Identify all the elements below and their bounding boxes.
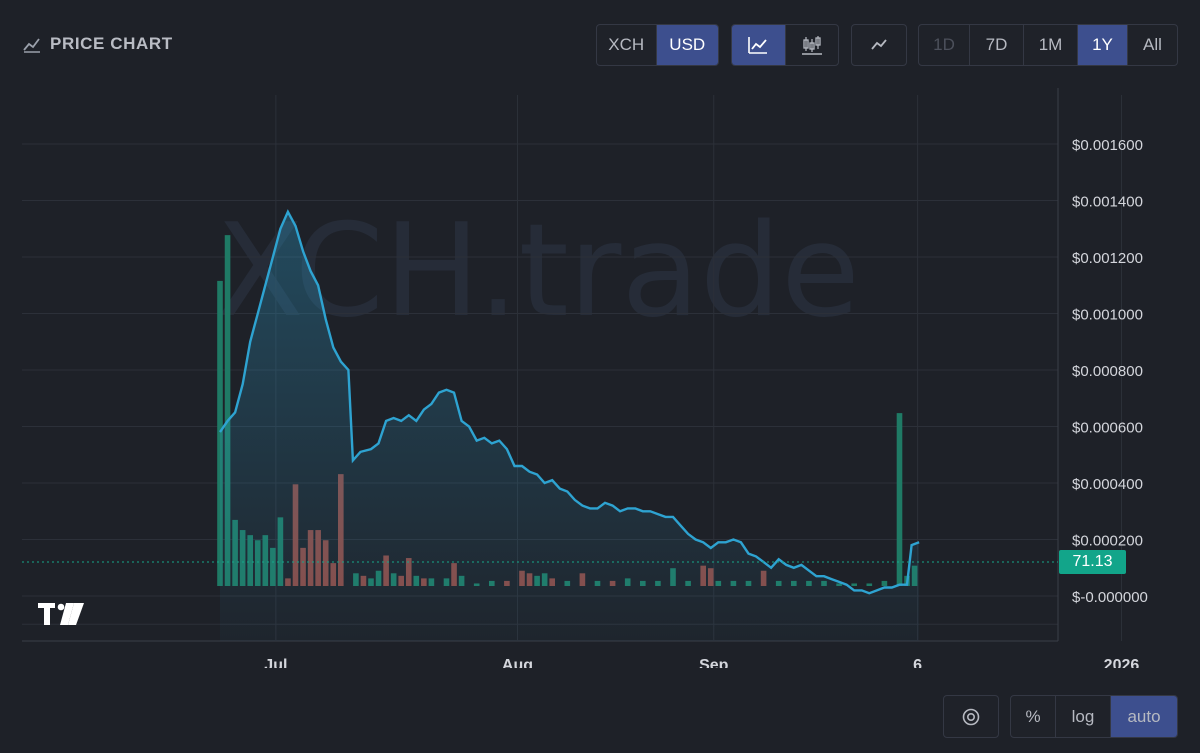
y-axis-labels: $0.001600 $0.001400 $0.001200 $0.001000 $0.0…	[1072, 137, 1148, 606]
scale-auto-button[interactable]: auto	[1111, 696, 1177, 737]
price-line	[219, 209, 920, 595]
volume-bar	[896, 413, 903, 586]
header: PRICE CHART XCH USD	[0, 0, 1200, 88]
volume-bar	[866, 583, 873, 586]
target-button[interactable]	[944, 696, 998, 737]
target-icon	[962, 708, 980, 725]
y-tick-label: $0.000200	[1072, 533, 1143, 550]
y-tick-label: $0.001000	[1072, 307, 1143, 324]
trend-line-icon	[871, 39, 887, 50]
target-group	[943, 695, 999, 738]
volume-bar	[851, 583, 857, 586]
chart-title: PRICE CHART	[22, 34, 173, 54]
line-chart-button[interactable]	[732, 25, 786, 65]
x-tick-label: Aug	[502, 657, 533, 668]
line-chart-icon	[748, 37, 768, 54]
y-tick-label: $0.001200	[1072, 250, 1143, 267]
y-tick-label: $0.000800	[1072, 363, 1143, 380]
x-axis-labels: Jul Aug Sep 6 2026	[264, 657, 1139, 668]
x-tick-label: 6	[913, 657, 922, 668]
price-area-fill	[220, 211, 920, 642]
scale-log-button[interactable]: log	[1056, 696, 1111, 737]
current-value-tag: 71.13	[1059, 550, 1126, 574]
y-tick-label: $0.001600	[1072, 137, 1143, 154]
x-tick-label: 2026	[1104, 657, 1140, 668]
x-tick-label: Jul	[264, 657, 287, 668]
x-tick-label: Sep	[699, 657, 729, 668]
range-1y-button[interactable]: 1Y	[1078, 25, 1128, 65]
chart-trend-icon	[23, 38, 40, 53]
indicator-button[interactable]	[852, 25, 906, 65]
scale-percent-button[interactable]: %	[1011, 696, 1056, 737]
chart-type-toggle	[731, 24, 839, 66]
currency-usd-button[interactable]: USD	[656, 25, 718, 65]
range-7d-button[interactable]: 7D	[970, 25, 1024, 65]
y-tick-label: $0.000600	[1072, 420, 1143, 437]
y-tick-label: $-0.000000	[1072, 589, 1148, 606]
volume-bar	[881, 580, 888, 586]
scale-toggle: % log auto	[1010, 695, 1178, 738]
currency-toggle: XCH USD	[596, 24, 719, 66]
currency-xch-button[interactable]: XCH	[597, 25, 657, 65]
range-1d-button[interactable]: 1D	[919, 25, 970, 65]
chart-title-text: PRICE CHART	[50, 34, 173, 53]
chart-area[interactable]: XCH.trade $0.001600 $0.001400 $0.001200 $0.…	[0, 88, 1200, 668]
range-toggle: 1D 7D 1M 1Y All	[918, 24, 1178, 66]
tradingview-logo	[38, 603, 84, 625]
candlestick-button[interactable]	[786, 25, 839, 65]
y-tick-label: $0.000400	[1072, 476, 1143, 493]
y-tick-label: $0.001400	[1072, 194, 1143, 211]
range-all-button[interactable]: All	[1143, 35, 1162, 54]
candlestick-icon	[801, 36, 822, 55]
range-1m-button[interactable]: 1M	[1024, 25, 1078, 65]
price-chart[interactable]: XCH.trade $0.001600$0.001400$0.001200$0.…	[0, 88, 1200, 668]
indicator-toggle	[851, 24, 907, 66]
volume-bar	[224, 235, 231, 586]
